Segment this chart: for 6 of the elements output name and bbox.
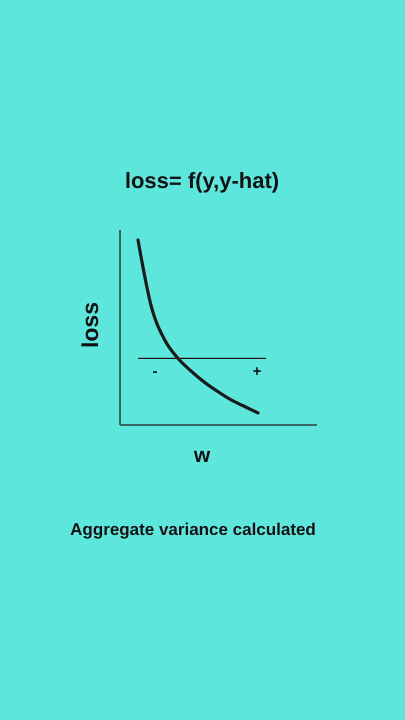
x-axis-title: w [192,444,211,467]
text: Aggregate variance calculated [70,520,316,539]
annotation: - [152,363,158,380]
annotation: + [252,363,262,380]
y-axis-title: loss [77,302,103,348]
chart-title: loss= f(y,y-hat) [124,168,280,193]
